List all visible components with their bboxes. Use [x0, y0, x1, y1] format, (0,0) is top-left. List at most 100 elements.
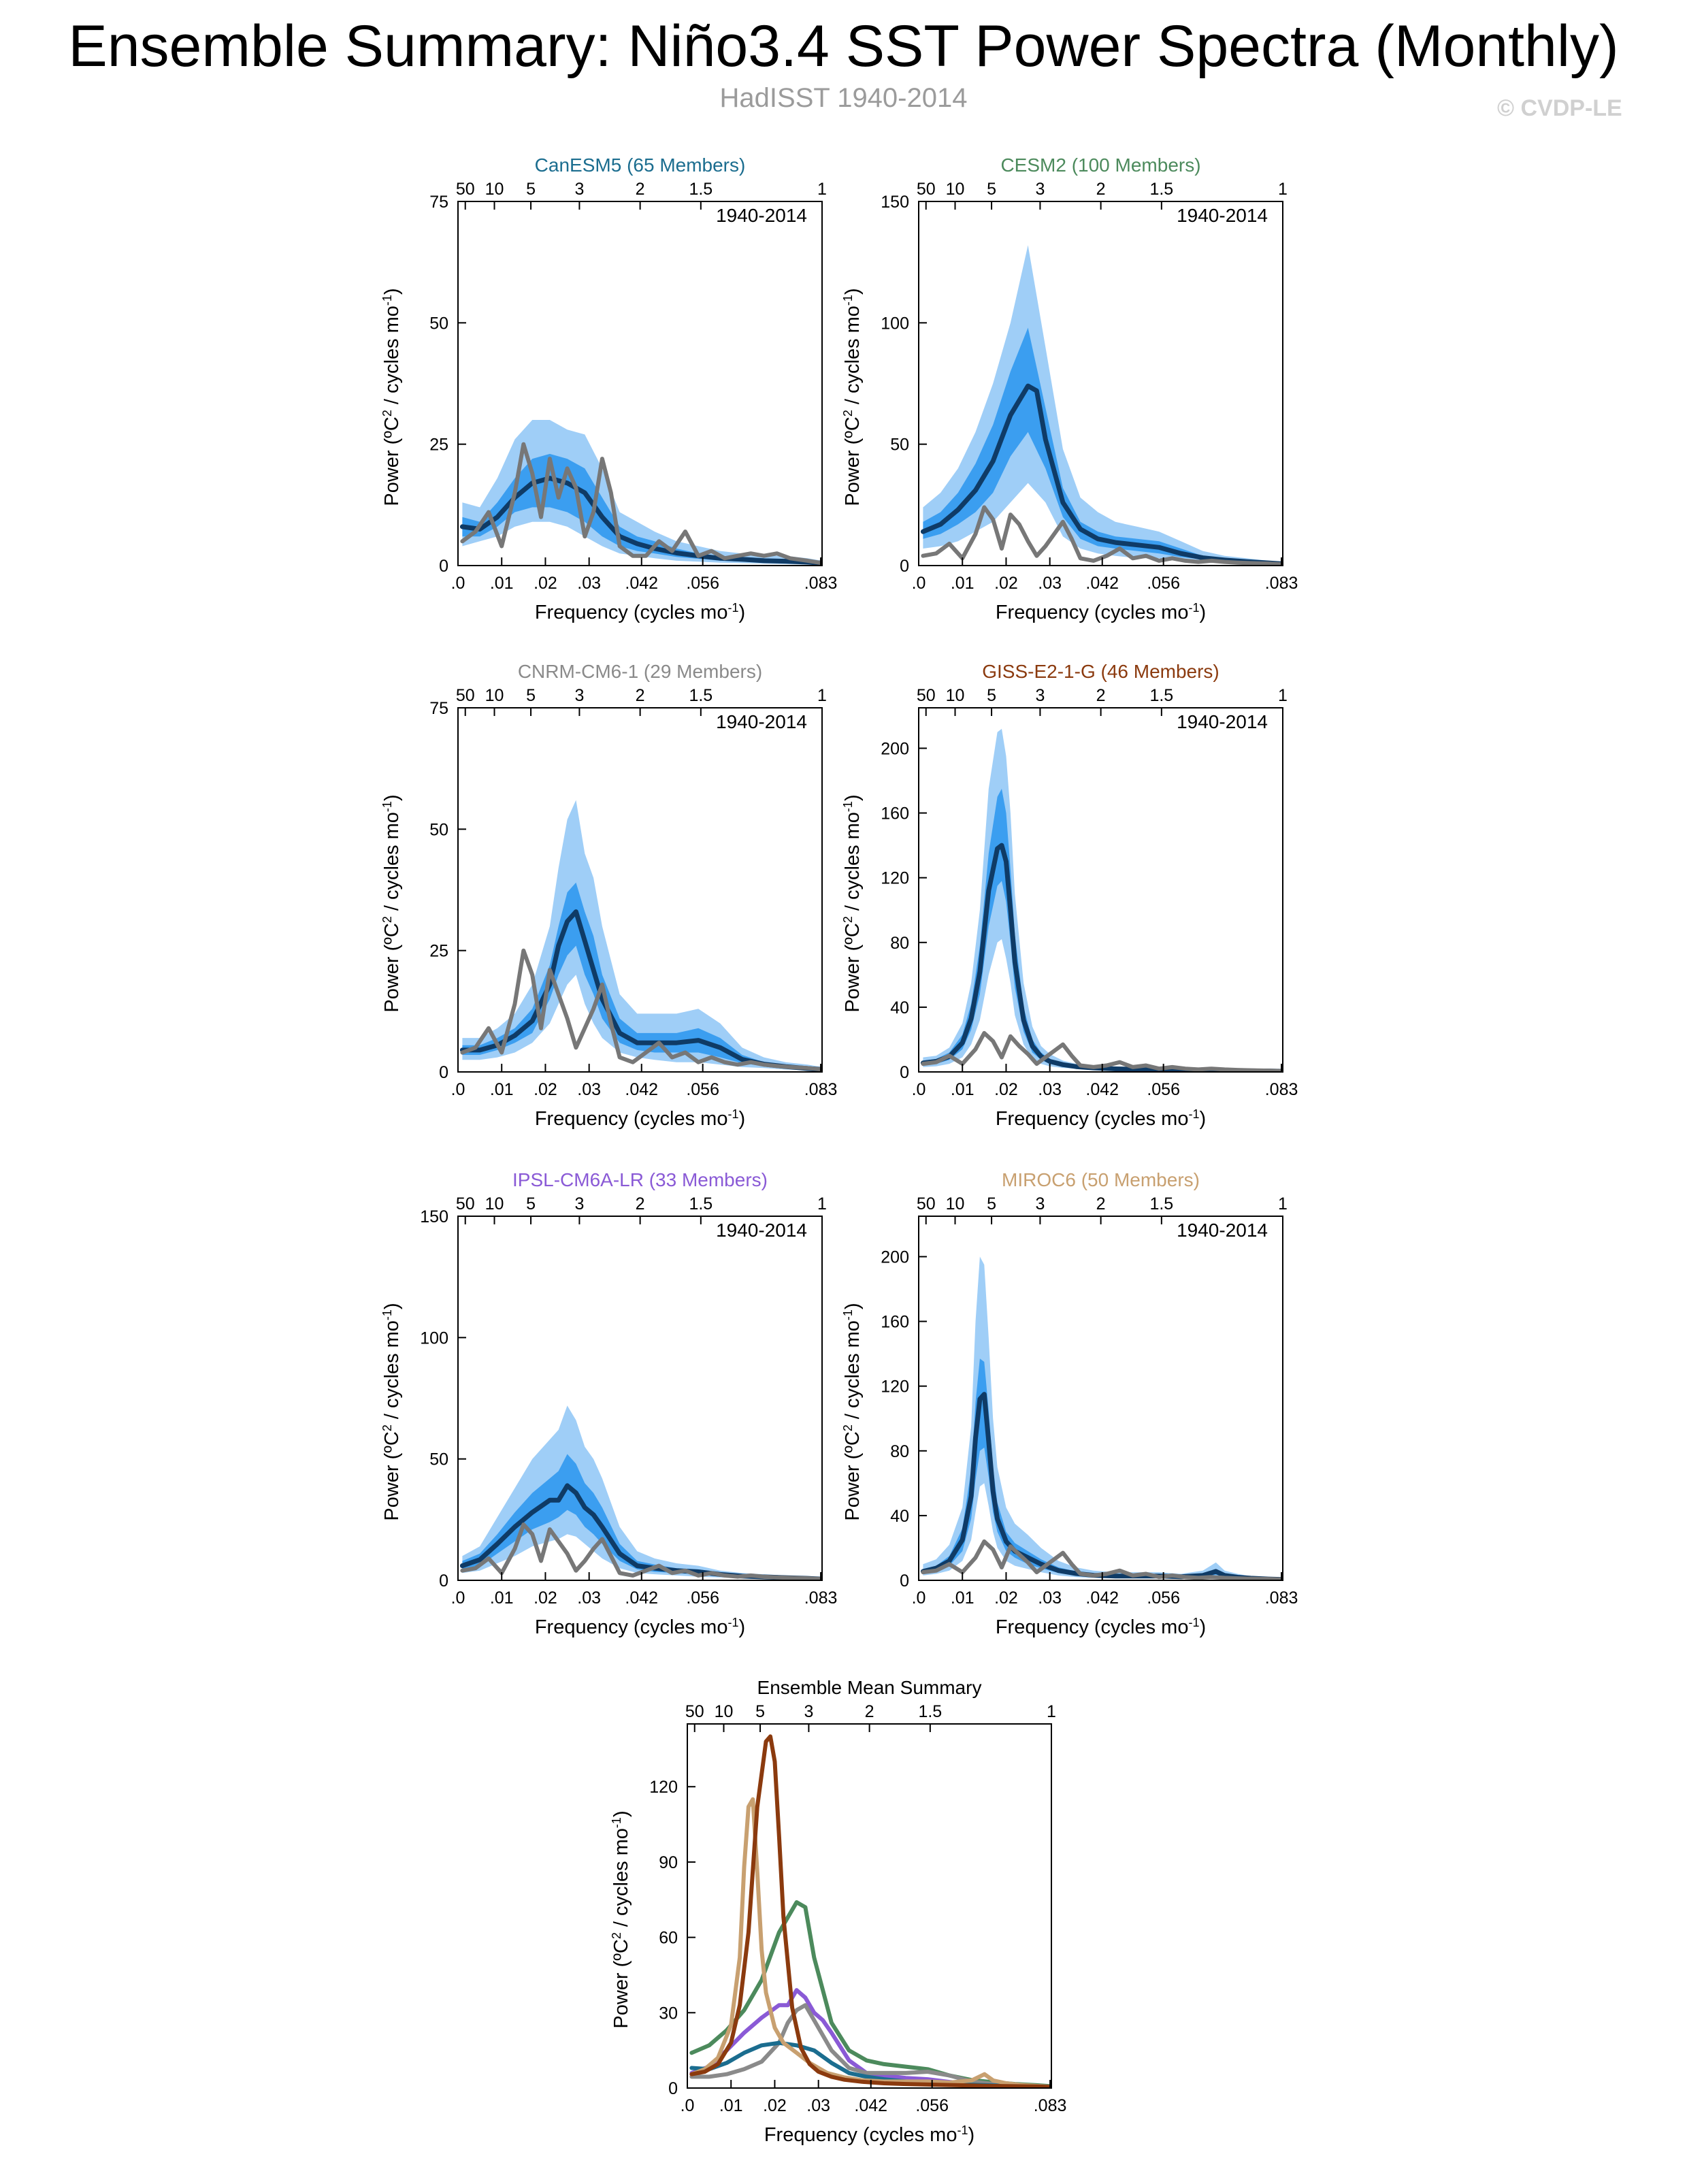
period-tick-label: 3	[804, 1702, 813, 1721]
series-line-1	[689, 1900, 1051, 2088]
panel-3: 0 25 50 75 .0 .01 .02 .03 .042 .056 .083 50 10 5 3 2 1.5…	[380, 661, 837, 1130]
spread-band-outer	[462, 800, 822, 1071]
x-axis-label: Frequency (cycles mo-1)	[996, 1616, 1206, 1638]
x-tick-label: .056	[1147, 1588, 1180, 1608]
x-tick-label: .0	[912, 574, 926, 593]
period-tick-label: 1	[1278, 180, 1288, 199]
period-tick-label: 3	[1035, 686, 1045, 705]
period-tick-label: 1	[1278, 1194, 1288, 1213]
period-label: 1940-2014	[716, 711, 807, 732]
x-tick-label: .042	[625, 574, 658, 593]
x-tick-label: .0	[451, 1588, 465, 1608]
ensemble-mean-line	[920, 1392, 1283, 1580]
y-tick-label: 100	[420, 1329, 448, 1348]
x-tick-label: .042	[854, 2096, 887, 2115]
x-tick-label: .042	[1085, 1588, 1119, 1608]
period-tick-label: 1.5	[689, 1194, 713, 1213]
period-tick-label: 5	[987, 180, 996, 199]
spread-band-inner	[462, 453, 822, 564]
y-tick-label: 0	[439, 1063, 448, 1082]
x-tick-label: .03	[577, 574, 601, 593]
spread-band-inner	[923, 327, 1283, 565]
spread-band-outer	[923, 245, 1283, 565]
y-tick-label: 50	[429, 820, 448, 839]
period-tick-label: 1	[1278, 686, 1288, 705]
y-tick-label: 200	[881, 1248, 909, 1267]
observed-line	[921, 1539, 1283, 1580]
period-tick-label: 1	[1047, 1702, 1056, 1721]
period-tick-label: 50	[456, 180, 475, 199]
plot-area	[459, 800, 822, 1072]
period-tick-label: 1.5	[689, 686, 713, 705]
x-axis-label: Frequency (cycles mo-1)	[535, 1616, 745, 1638]
period-tick-label: 5	[987, 686, 996, 705]
x-axis-label: Frequency (cycles mo-1)	[996, 1107, 1206, 1130]
period-tick-label: 50	[456, 686, 475, 705]
x-tick-label: .056	[686, 1588, 719, 1608]
y-tick-label: 90	[659, 1853, 678, 1872]
panel-1: 0 25 50 75 .0 .01 .02 .03 .042 .056 .083 50 10 5 3 2 1.5…	[380, 154, 837, 623]
spread-band-inner	[462, 1454, 822, 1580]
x-axis-label: Frequency (cycles mo-1)	[535, 601, 745, 623]
x-tick-label: .042	[625, 1588, 658, 1608]
y-axis-label: Power (ºC2 / cycles mo-1)	[841, 1303, 864, 1520]
period-tick-label: 50	[685, 1702, 704, 1721]
page-title: Ensemble Summary: Niño3.4 SST Power Spec…	[68, 14, 1619, 79]
page-subtitle: HadISST 1940-2014	[719, 83, 968, 113]
panel-title: MIROC6 (50 Members)	[1002, 1169, 1200, 1190]
x-tick-label: .056	[686, 574, 719, 593]
y-tick-label: 0	[439, 1571, 448, 1591]
period-tick-label: 50	[917, 1194, 936, 1213]
y-axis-label: Power (ºC2 / cycles mo-1)	[380, 1303, 403, 1520]
y-tick-label: 120	[881, 869, 909, 888]
y-tick-label: 40	[890, 998, 909, 1017]
period-tick-label: 3	[574, 1194, 584, 1213]
y-tick-label: 160	[881, 1313, 909, 1332]
y-tick-label: 150	[420, 1207, 448, 1226]
period-tick-label: 5	[755, 1702, 765, 1721]
observed-line	[460, 948, 822, 1072]
period-tick-label: 1.5	[1149, 180, 1173, 199]
x-tick-label: .042	[1085, 1080, 1119, 1099]
period-tick-label: 3	[574, 180, 584, 199]
x-tick-label: .0	[912, 1080, 926, 1099]
y-tick-label: 60	[659, 1929, 678, 1948]
panel-title: IPSL-CM6A-LR (33 Members)	[512, 1169, 768, 1190]
y-tick-label: 25	[429, 436, 448, 455]
panel-title: CNRM-CM6-1 (29 Members)	[518, 661, 762, 682]
x-tick-label: .03	[1038, 574, 1062, 593]
period-tick-label: 5	[987, 1194, 996, 1213]
x-axis-label: Frequency (cycles mo-1)	[764, 2123, 974, 2146]
observed-line	[921, 505, 1283, 566]
period-tick-label: 50	[917, 180, 936, 199]
y-tick-label: 50	[890, 436, 909, 455]
watermark: © CVDP-LE	[1497, 95, 1622, 121]
x-tick-label: .083	[804, 1588, 838, 1608]
x-tick-label: .056	[1147, 574, 1180, 593]
period-tick-label: 50	[456, 1194, 475, 1213]
period-label: 1940-2014	[1177, 711, 1268, 732]
x-tick-label: .083	[1265, 1080, 1298, 1099]
x-tick-label: .03	[1038, 1588, 1062, 1608]
observed-line	[921, 1030, 1283, 1072]
period-tick-label: 10	[946, 1194, 965, 1213]
period-tick-label: 1	[817, 686, 827, 705]
period-tick-label: 1	[817, 1194, 827, 1213]
x-tick-label: .083	[1265, 574, 1298, 593]
period-tick-label: 10	[946, 686, 965, 705]
y-tick-label: 40	[890, 1507, 909, 1526]
y-tick-label: 100	[881, 314, 909, 333]
period-label: 1940-2014	[716, 1220, 807, 1241]
panel-title: GISS-E2-1-G (46 Members)	[982, 661, 1219, 682]
period-tick-label: 1.5	[689, 180, 713, 199]
y-tick-label: 0	[668, 2079, 678, 2098]
y-tick-label: 200	[881, 739, 909, 758]
x-tick-label: .0	[451, 574, 465, 593]
period-tick-label: 50	[917, 686, 936, 705]
panel-4: 0 40 80 120 160 200 .0 .01 .02 .03 .042 .056 .083 50 1…	[841, 661, 1298, 1130]
period-tick-label: 10	[485, 686, 504, 705]
x-tick-label: .02	[534, 1080, 557, 1099]
observed-line	[460, 442, 822, 566]
period-tick-label: 2	[1096, 180, 1106, 199]
